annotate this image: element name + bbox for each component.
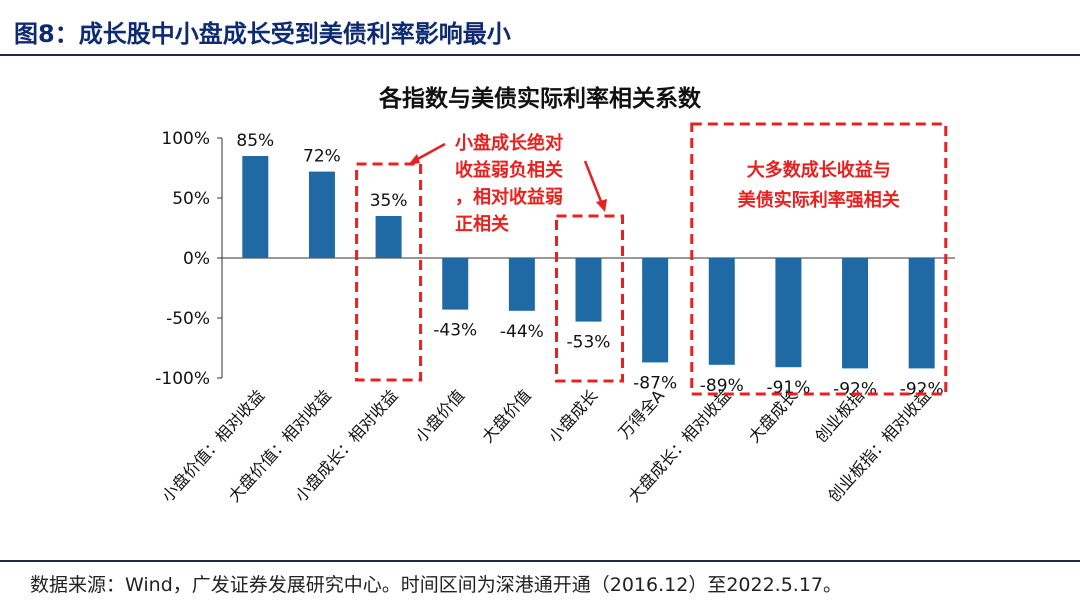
figure-title: 图8：成长股中小盘成长受到美债利率影响最小 [14, 20, 511, 48]
data-label: -43% [433, 321, 477, 341]
annotation-box-small-cap-growth [555, 214, 624, 383]
bar [642, 258, 669, 363]
bar [375, 216, 402, 258]
annotation-box-large-group [690, 122, 948, 396]
y-tick-label: 100% [161, 129, 210, 149]
x-tick-label: 大盘价值 [478, 386, 535, 446]
bar [508, 258, 535, 311]
annotation-arrowhead-right [596, 199, 607, 212]
bar [708, 258, 735, 365]
annotation-text-small-cap-growth: 正相关 [455, 213, 509, 235]
data-label: 72% [303, 147, 341, 167]
footer-divider [0, 560, 1080, 562]
y-tick-label: -50% [166, 309, 210, 329]
figure-header: 图8：成长股中小盘成长受到美债利率影响最小 [0, 0, 1080, 56]
bar [908, 258, 935, 369]
data-label: 35% [370, 191, 408, 211]
chart-container: 各指数与美债实际利率相关系数 100% 50% 0% -50% -100% 85% 72% 35… [110, 66, 970, 556]
bar [442, 258, 469, 310]
data-label: -87% [633, 373, 677, 393]
annotation-text-small-cap-growth: 小盘成长绝对 [455, 132, 563, 154]
source-note: 数据来源：Wind，广发证券发展研究中心。时间区间为深港通开通（2016.12）… [30, 574, 843, 596]
header-divider [0, 54, 1080, 56]
annotation-text-small-cap-growth: 收益弱负相关 [455, 159, 563, 181]
annotation-box-small-cap-growth-relative [355, 162, 423, 382]
y-tick-label: 50% [172, 189, 210, 209]
bar [575, 258, 602, 322]
data-label: -44% [500, 322, 544, 342]
annotation-arrow-left [413, 142, 446, 163]
bar [775, 258, 802, 368]
annotation-text-small-cap-growth: ，相对收益弱 [455, 186, 563, 208]
bar [308, 171, 335, 258]
data-label: -53% [567, 333, 611, 353]
bar [842, 258, 869, 369]
y-tick-label: -100% [155, 369, 210, 389]
annotation-text-large-group: 美债实际利率强相关 [738, 189, 900, 211]
annotation-arrowhead-left [408, 154, 420, 165]
data-label: 85% [236, 131, 274, 151]
y-tick-label: 0% [183, 249, 210, 269]
annotation-text-large-group: 大多数成长收益与 [747, 159, 891, 181]
x-tick-label: 小盘价值 [411, 386, 468, 446]
x-tick-label: 万得全A [615, 386, 669, 443]
bar-chart: 各指数与美债实际利率相关系数 100% 50% 0% -50% -100% 85% 72% 35… [155, 85, 955, 506]
data-label: -89% [700, 376, 744, 396]
chart-title: 各指数与美债实际利率相关系数 [378, 85, 702, 112]
annotation-arrow-right [583, 160, 604, 205]
x-tick-label: 小盘成长 [545, 386, 602, 446]
bar [242, 156, 269, 258]
